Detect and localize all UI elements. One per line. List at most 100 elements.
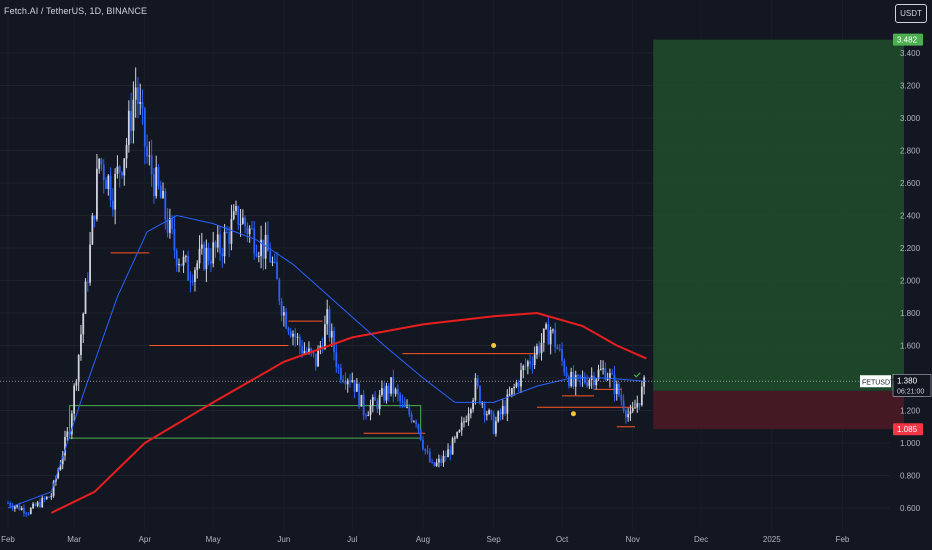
candle-body <box>638 403 641 406</box>
candle-body <box>11 506 14 509</box>
candle-body <box>552 329 554 331</box>
candle-body <box>492 413 495 434</box>
candle-body <box>385 385 388 401</box>
x-tick-label: Dec <box>694 535 708 544</box>
current-price-box <box>892 374 932 397</box>
profit-zone[interactable] <box>653 39 905 391</box>
markers <box>491 343 641 417</box>
ticker-label: FETUSDT <box>862 379 895 386</box>
candle-body <box>636 403 639 408</box>
candle-body <box>276 261 278 280</box>
candle-body <box>529 361 532 365</box>
candle-body <box>273 261 276 263</box>
candle-body <box>504 405 506 414</box>
candle-body <box>435 462 438 466</box>
candle-body <box>540 342 543 354</box>
candle-body <box>586 382 589 387</box>
candle-body <box>365 415 367 417</box>
candle-body <box>547 324 550 345</box>
candle-body <box>344 381 347 385</box>
candle-body <box>143 108 146 147</box>
candle-body <box>127 110 130 145</box>
candle-body <box>369 405 372 416</box>
candle-body <box>162 190 164 199</box>
candle-body <box>438 458 440 463</box>
candle-body <box>469 409 472 414</box>
candle-body <box>34 503 37 506</box>
y-tick-label: 2.200 <box>900 244 921 253</box>
candle-body <box>501 405 504 415</box>
candle-body <box>50 495 53 498</box>
candle-body <box>251 228 253 230</box>
candle-body <box>114 173 117 210</box>
candle-body <box>102 164 105 181</box>
currency-button[interactable]: USDT <box>895 4 927 23</box>
loss-zone[interactable] <box>653 390 905 430</box>
candle-body <box>296 336 299 338</box>
candle-body <box>137 87 139 104</box>
candle-body <box>166 219 169 233</box>
candle-body <box>45 496 48 499</box>
time-axis[interactable]: Feb Mar Apr May Jun Jul Aug Sep Oct Nov Dec 2025 Feb <box>1 535 850 544</box>
candle-body <box>410 414 413 422</box>
candle-body <box>305 351 308 353</box>
candle-body <box>442 455 445 463</box>
candle-body <box>396 389 399 395</box>
candle-body <box>453 437 456 439</box>
candle-body <box>631 407 634 412</box>
candle-body <box>324 324 326 350</box>
candle-body <box>287 328 290 332</box>
price-axis[interactable]: 0.6000.8001.0001.2001.4001.6001.8002.000… <box>900 49 921 513</box>
support-rectangle[interactable] <box>69 405 422 439</box>
candle-body <box>282 312 285 316</box>
candle-body <box>262 239 265 259</box>
y-tick-label: 1.800 <box>900 309 921 318</box>
candle-body <box>70 413 73 435</box>
candle-body <box>522 365 525 371</box>
candle-body <box>118 166 121 173</box>
candle-body <box>314 353 317 367</box>
position-zones[interactable] <box>653 39 905 430</box>
candle-body <box>105 180 107 189</box>
x-tick-label: Jun <box>277 535 290 544</box>
y-tick-label: 2.800 <box>900 147 921 156</box>
candle-body <box>164 190 167 220</box>
candle-body <box>66 431 69 437</box>
candle-body <box>285 312 288 329</box>
candle-body <box>572 371 575 387</box>
candle-body <box>260 239 262 257</box>
candle-body <box>465 420 468 422</box>
candle-body <box>618 383 620 396</box>
candle-body <box>171 218 174 230</box>
candle-body <box>351 380 354 383</box>
candle-body <box>255 253 258 257</box>
candle-body <box>337 367 340 369</box>
candle-body <box>583 377 586 383</box>
candle-body <box>80 334 82 355</box>
candle-body <box>203 244 205 270</box>
candle-body <box>353 380 356 392</box>
candle-body <box>424 448 427 451</box>
support-box[interactable] <box>69 405 422 439</box>
candle-body <box>107 175 110 189</box>
candle-body <box>232 211 235 220</box>
candle-body <box>456 432 459 438</box>
candle-body <box>187 256 190 281</box>
candle-body <box>253 228 256 254</box>
idea-marker-icon <box>491 343 497 348</box>
candle-body <box>301 346 304 354</box>
x-tick-label: Nov <box>626 535 640 544</box>
candle-body <box>613 374 616 394</box>
candle-body <box>20 508 23 510</box>
y-tick-label: 3.400 <box>900 49 921 58</box>
ma-slow-line <box>50 311 647 514</box>
candle-body <box>159 185 162 199</box>
candle-body <box>467 413 470 421</box>
candle-body <box>148 155 151 157</box>
candle-body <box>554 329 557 348</box>
candle-body <box>93 215 96 220</box>
y-tick-label: 1.000 <box>900 439 921 448</box>
candle-body <box>408 407 411 415</box>
